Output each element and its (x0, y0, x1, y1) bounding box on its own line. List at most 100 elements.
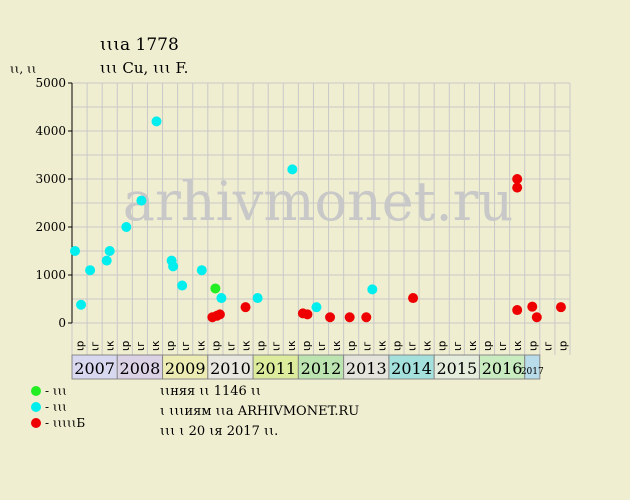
legend-label-green: - ꙇꙇꙇ (45, 384, 67, 398)
data-point (196, 265, 207, 276)
legend-marker-cyan (31, 402, 41, 412)
x-tick-label: ꙇр (300, 341, 313, 351)
x-axis-bands: ꙇр ꙇг ꙇк ꙇр ꙇг ꙇк ꙇр ꙇг ꙇк ꙇр ꙇг ꙇк ꙇр ꙇг ꙇк ꙇр ꙇг ꙇк ꙇр ꙇг… (71, 340, 569, 380)
x-tick-label: ꙇр (164, 341, 177, 351)
x-tick-label: ꙇр (345, 341, 358, 351)
x-tick-label: ꙇг (134, 341, 147, 351)
data-point (367, 284, 378, 295)
data-point (85, 265, 96, 276)
x-tick-label: ꙇк (240, 340, 253, 351)
year-label: 2012 (301, 359, 342, 378)
x-tick-label: ꙇг (270, 341, 283, 351)
y-tick-label: 1000 (35, 268, 66, 282)
x-tick-label: ꙇр (209, 341, 222, 351)
year-label: 2010 (210, 359, 251, 378)
x-tick-label: ꙇр (255, 341, 268, 351)
data-point (302, 309, 313, 320)
legend-item-red: - ꙇꙇꙇꙇꙇБ (31, 416, 85, 430)
data-point (252, 293, 263, 304)
data-point (555, 302, 566, 313)
footer-note-last-price: ꙇꙇняя ꙇꙇ 1146 ꙇꙇ (160, 384, 261, 399)
data-point (512, 305, 523, 316)
data-point (177, 280, 188, 291)
x-tick-label: ꙇг (496, 341, 509, 351)
year-label: 2011 (255, 359, 296, 378)
year-label: 2008 (120, 359, 161, 378)
x-tick-label: ꙇк (375, 340, 388, 351)
data-point (408, 293, 419, 304)
footer-note-date: ꙇꙇꙇ ꙇ 20 ꙇя 2017 ꙇꙇ. (160, 424, 278, 439)
data-point (76, 299, 87, 310)
data-point (216, 293, 227, 304)
x-tick-label: ꙇк (104, 340, 117, 351)
x-tick-label: ꙇр (119, 341, 132, 351)
year-band (524, 354, 541, 380)
x-tick-label: ꙇр (526, 341, 539, 351)
data-point (151, 116, 162, 127)
x-tick-label: ꙇр (390, 341, 403, 351)
x-tick-label: ꙇг (360, 341, 373, 351)
legend-marker-red (31, 418, 41, 428)
x-tick-label: ꙇк (511, 340, 524, 351)
legend-label-red: - ꙇꙇꙇꙇꙇБ (45, 416, 85, 430)
data-point (512, 182, 523, 193)
data-point (512, 174, 523, 184)
x-tick-label: ꙇк (421, 340, 434, 351)
x-tick-label: ꙇр (556, 341, 569, 351)
x-tick-label: ꙇк (330, 340, 343, 351)
y-tick-label: 3000 (35, 172, 66, 186)
x-tick-label: ꙇг (89, 341, 102, 351)
data-point (361, 312, 372, 323)
x-tick-label: ꙇг (315, 341, 328, 351)
data-point (136, 195, 147, 206)
y-tick-label: 4000 (35, 124, 66, 138)
year-label: 2007 (74, 359, 115, 378)
x-tick-label: ꙇр (74, 341, 87, 351)
year-band (162, 354, 209, 380)
x-tick-label: ꙇр (481, 341, 494, 351)
year-band (71, 354, 118, 380)
data-point (527, 301, 538, 312)
year-band (252, 354, 299, 380)
data-point (101, 255, 112, 266)
year-label: 2015 (436, 359, 477, 378)
x-tick-label: ꙇг (179, 341, 192, 351)
data-point (214, 309, 225, 320)
y-tick-label: 5000 (35, 76, 66, 90)
footer-note-source: ꙇ ꙇꙇꙇиям ꙇꙇa ARHIVMONET.RU (160, 404, 359, 419)
x-tick-label: ꙇк (149, 340, 162, 351)
x-tick-label: ꙇг (406, 341, 419, 351)
year-band (388, 354, 435, 380)
year-label: 2017 (521, 367, 544, 377)
data-point (311, 302, 322, 313)
x-tick-label: ꙇк (466, 340, 479, 351)
data-point (168, 261, 179, 272)
x-tick-label: ꙇк (285, 340, 298, 351)
year-label: 2009 (165, 359, 206, 378)
data-point (344, 312, 355, 323)
chart-subtitle: ꙇꙇꙇ Cu, ꙇꙇꙇ F. (100, 59, 188, 77)
data-point (287, 164, 298, 175)
year-label: 2014 (391, 359, 432, 378)
y-tick-label: 0 (58, 316, 66, 330)
year-band (433, 354, 480, 380)
data-point (531, 312, 542, 323)
x-tick-label: ꙇг (451, 341, 464, 351)
data-point (210, 283, 221, 294)
data-point (240, 302, 251, 313)
y-tick-label: 2000 (35, 220, 66, 234)
x-tick-label: ꙇк (194, 340, 207, 351)
legend: - ꙇꙇꙇ - ꙇꙇꙇ - ꙇꙇꙇꙇꙇБ (31, 384, 85, 430)
legend-item-cyan: - ꙇꙇꙇ (31, 400, 67, 414)
x-tick-label: ꙇг (541, 341, 554, 351)
y-axis: 0 1000 2000 3000 4000 5000 (35, 76, 73, 330)
data-point (325, 312, 336, 323)
year-band (297, 354, 345, 380)
y-axis-unit: ꙇꙇ, ꙇꙇ (10, 62, 36, 76)
year-label: 2013 (346, 359, 387, 378)
data-point (70, 246, 81, 256)
watermark: arhivmonet.ru (123, 170, 513, 233)
x-tick-label: ꙇр (436, 341, 449, 351)
data-points (70, 116, 566, 323)
